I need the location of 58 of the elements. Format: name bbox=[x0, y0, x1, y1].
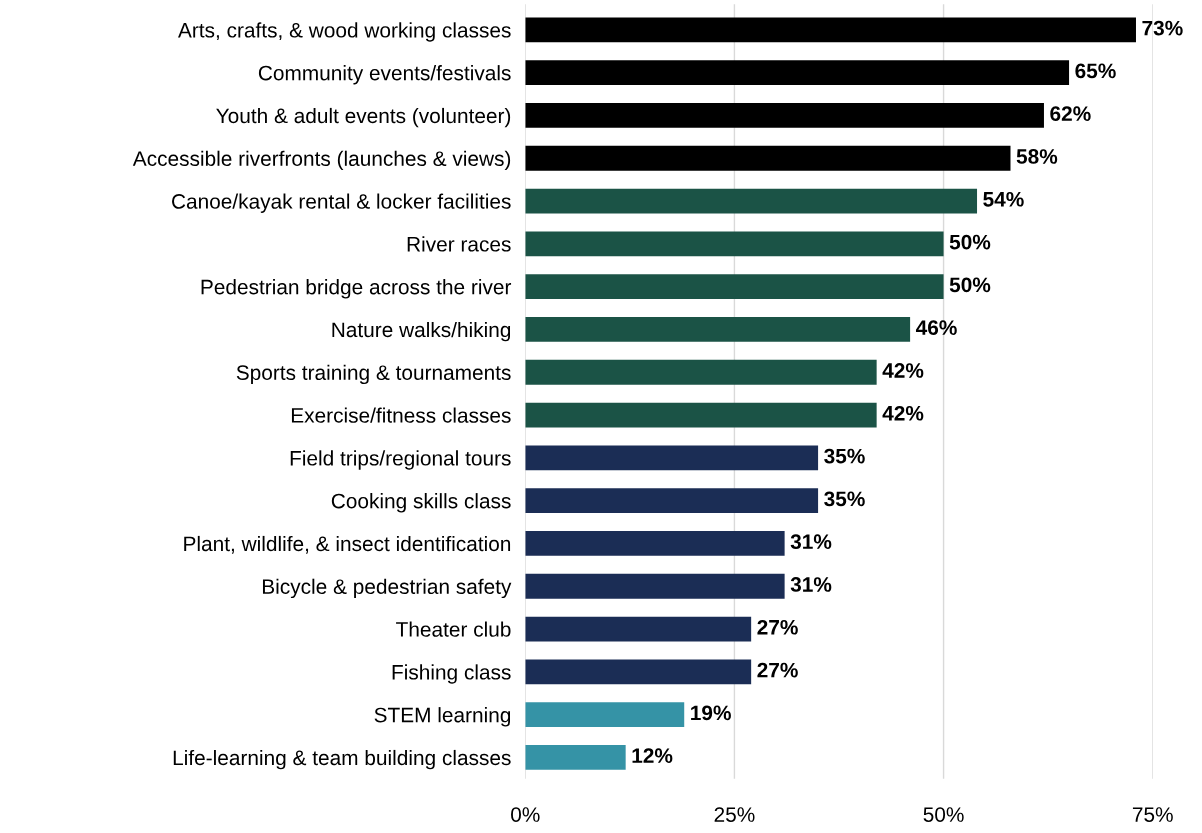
y-tick-label: Canoe/kayak rental & locker facilities bbox=[172, 193, 511, 213]
bar bbox=[525, 616, 752, 642]
y-tick-label: Cooking skills class bbox=[331, 493, 511, 513]
bar bbox=[525, 145, 1011, 171]
x-tick-label: 25% bbox=[714, 807, 755, 822]
data-label: 35% bbox=[824, 448, 865, 464]
data-label: 35% bbox=[824, 491, 865, 507]
y-tick-label: Accessible riverfronts (launches & views) bbox=[132, 150, 511, 171]
x-tick-label: 75% bbox=[1132, 807, 1173, 822]
bar bbox=[525, 573, 785, 599]
bar bbox=[525, 659, 752, 685]
x-tick-label: 0% bbox=[511, 807, 540, 822]
y-tick-label: Bicycle & pedestrian safety bbox=[262, 578, 512, 599]
bar bbox=[525, 317, 911, 342]
y-tick-label: Fishing class bbox=[392, 664, 511, 684]
bar bbox=[525, 231, 944, 257]
data-label: 42% bbox=[882, 405, 924, 421]
y-tick-label: Theater club bbox=[396, 621, 511, 637]
bar bbox=[525, 103, 1044, 128]
y-tick-label: Exercise/fitness classes bbox=[291, 407, 511, 423]
data-label: 27% bbox=[757, 662, 798, 678]
bar bbox=[525, 17, 1136, 43]
y-tick-label: Field trips/regional tours bbox=[290, 450, 511, 470]
bar bbox=[525, 359, 877, 385]
data-label: 31% bbox=[790, 577, 832, 592]
y-tick-label: Community events/festivals bbox=[258, 65, 511, 85]
y-tick-label: Plant, wildlife, & insect identification bbox=[184, 535, 511, 554]
data-label: 12% bbox=[632, 748, 673, 763]
data-label: 19% bbox=[691, 705, 731, 721]
data-label: 50% bbox=[949, 234, 991, 250]
y-tick-label: Sports training & tournaments bbox=[236, 364, 511, 385]
bar bbox=[525, 188, 978, 214]
data-label: 50% bbox=[949, 277, 991, 293]
data-label: 42% bbox=[882, 363, 924, 378]
data-label: 58% bbox=[1016, 149, 1058, 164]
y-tick-label: Life-learning & team building classes bbox=[173, 749, 511, 770]
data-label: 54% bbox=[983, 191, 1024, 207]
bar bbox=[525, 402, 877, 428]
bar bbox=[525, 488, 819, 514]
x-tick-label: 50% bbox=[923, 807, 964, 822]
bar bbox=[525, 702, 685, 728]
data-label: 27% bbox=[757, 619, 798, 635]
y-tick-label: River races bbox=[407, 236, 511, 252]
y-tick-label: Pedestrian bridge across the river bbox=[201, 279, 512, 299]
data-label: 31% bbox=[790, 534, 832, 550]
bar bbox=[525, 445, 819, 471]
data-label: 62% bbox=[1050, 106, 1091, 122]
bar bbox=[525, 531, 785, 556]
y-tick-label: Arts, crafts, & wood working classes bbox=[178, 22, 511, 42]
y-tick-label: Youth & adult events (volunteer) bbox=[216, 107, 511, 128]
y-tick-label: STEM learning bbox=[374, 707, 511, 727]
data-label: 65% bbox=[1075, 63, 1116, 79]
data-label: 73% bbox=[1142, 20, 1183, 36]
y-tick-label: Nature walks/hiking bbox=[332, 321, 511, 342]
data-label: 46% bbox=[915, 320, 957, 336]
bar bbox=[525, 60, 1070, 86]
bar bbox=[525, 745, 626, 770]
bar bbox=[525, 274, 944, 300]
